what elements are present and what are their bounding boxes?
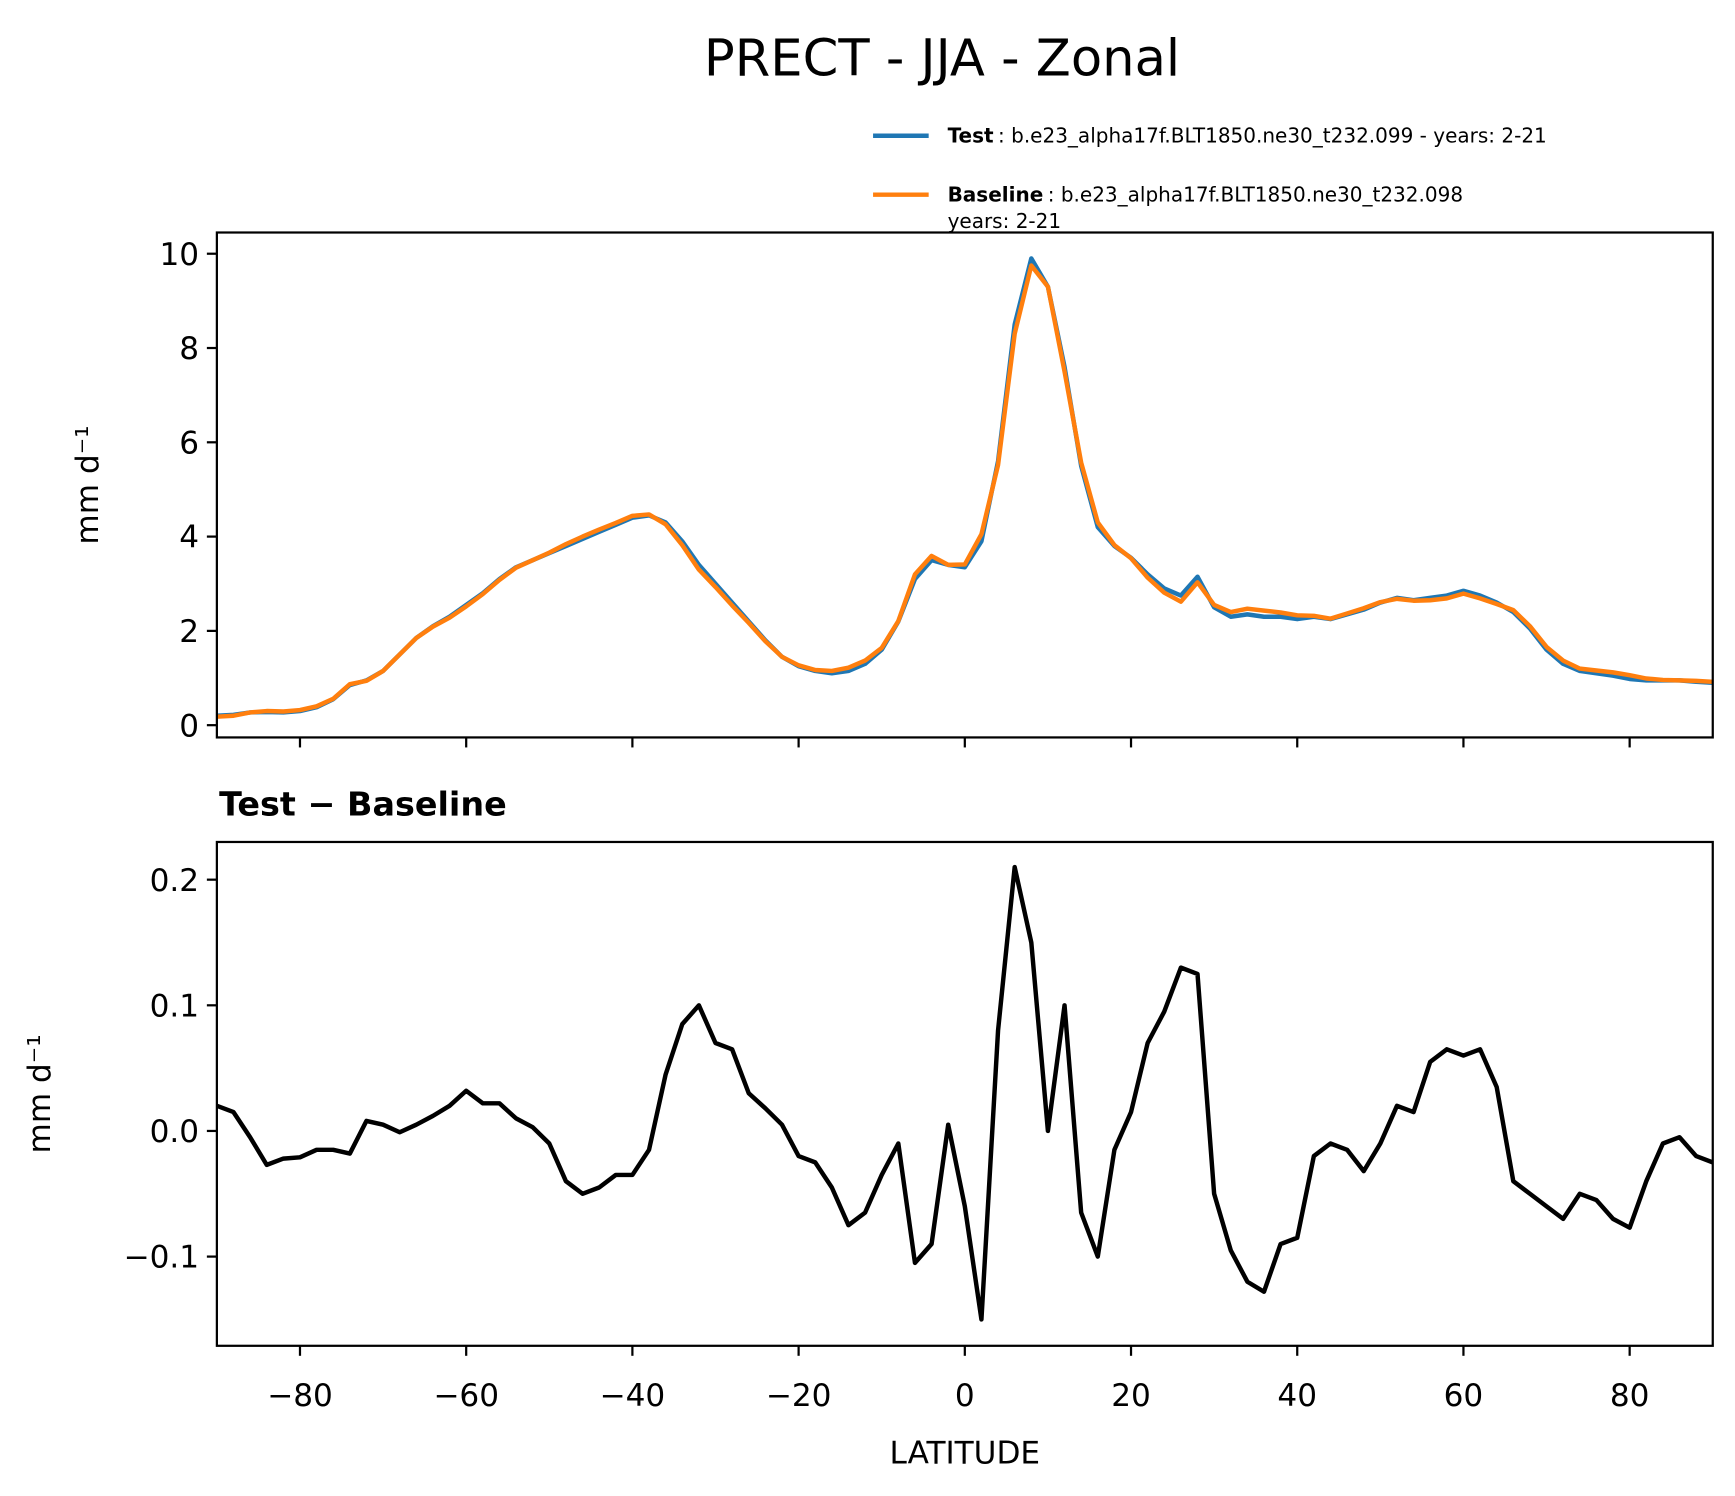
x-tick-label: 20 bbox=[1111, 1378, 1151, 1414]
y-tick-label: 0 bbox=[179, 708, 199, 744]
y-tick-label: 0.2 bbox=[150, 863, 200, 899]
y-tick-label: 0.1 bbox=[150, 988, 200, 1024]
y-tick-label: 4 bbox=[179, 520, 199, 556]
x-tick-label: 40 bbox=[1277, 1378, 1317, 1414]
y-axis-label: mm d⁻¹ bbox=[70, 425, 106, 544]
legend-description: years: 2-21 bbox=[948, 209, 1062, 233]
x-axis-label: LATITUDE bbox=[890, 1436, 1041, 1472]
y-tick-label: 6 bbox=[179, 425, 199, 461]
y-tick-label: 8 bbox=[179, 331, 199, 367]
x-tick-label: −20 bbox=[766, 1378, 832, 1414]
series-line bbox=[216, 263, 1713, 719]
y-tick-label: −0.1 bbox=[123, 1240, 199, 1276]
legend-description: : b.e23_alpha17f.BLT1850.ne30_t232.098 bbox=[1048, 182, 1463, 206]
y-tick-label: 10 bbox=[159, 237, 199, 273]
legend-description: : b.e23_alpha17f.BLT1850.ne30_t232.099 -… bbox=[998, 123, 1547, 147]
x-tick-label: 0 bbox=[955, 1378, 975, 1414]
x-tick-label: 60 bbox=[1444, 1378, 1484, 1414]
subplot-title: Test − Baseline bbox=[219, 784, 507, 823]
legend-entry: Test: b.e23_alpha17f.BLT1850.ne30_t232.0… bbox=[948, 123, 1547, 147]
y-tick-label: 0.0 bbox=[150, 1114, 200, 1150]
chart-title: PRECT - JJA - Zonal bbox=[704, 30, 1180, 89]
y-axis-label: mm d⁻¹ bbox=[22, 1034, 58, 1153]
series-line bbox=[216, 864, 1713, 1322]
legend-entry: Baseline: b.e23_alpha17f.BLT1850.ne30_t2… bbox=[948, 182, 1463, 233]
x-tick-label: −60 bbox=[433, 1378, 499, 1414]
y-tick-label: 2 bbox=[179, 614, 199, 650]
x-tick-label: −80 bbox=[267, 1378, 333, 1414]
legend-name: Baseline bbox=[948, 182, 1044, 206]
legend-name: Test bbox=[948, 123, 994, 147]
x-tick-label: −40 bbox=[600, 1378, 666, 1414]
x-tick-label: 80 bbox=[1610, 1378, 1650, 1414]
